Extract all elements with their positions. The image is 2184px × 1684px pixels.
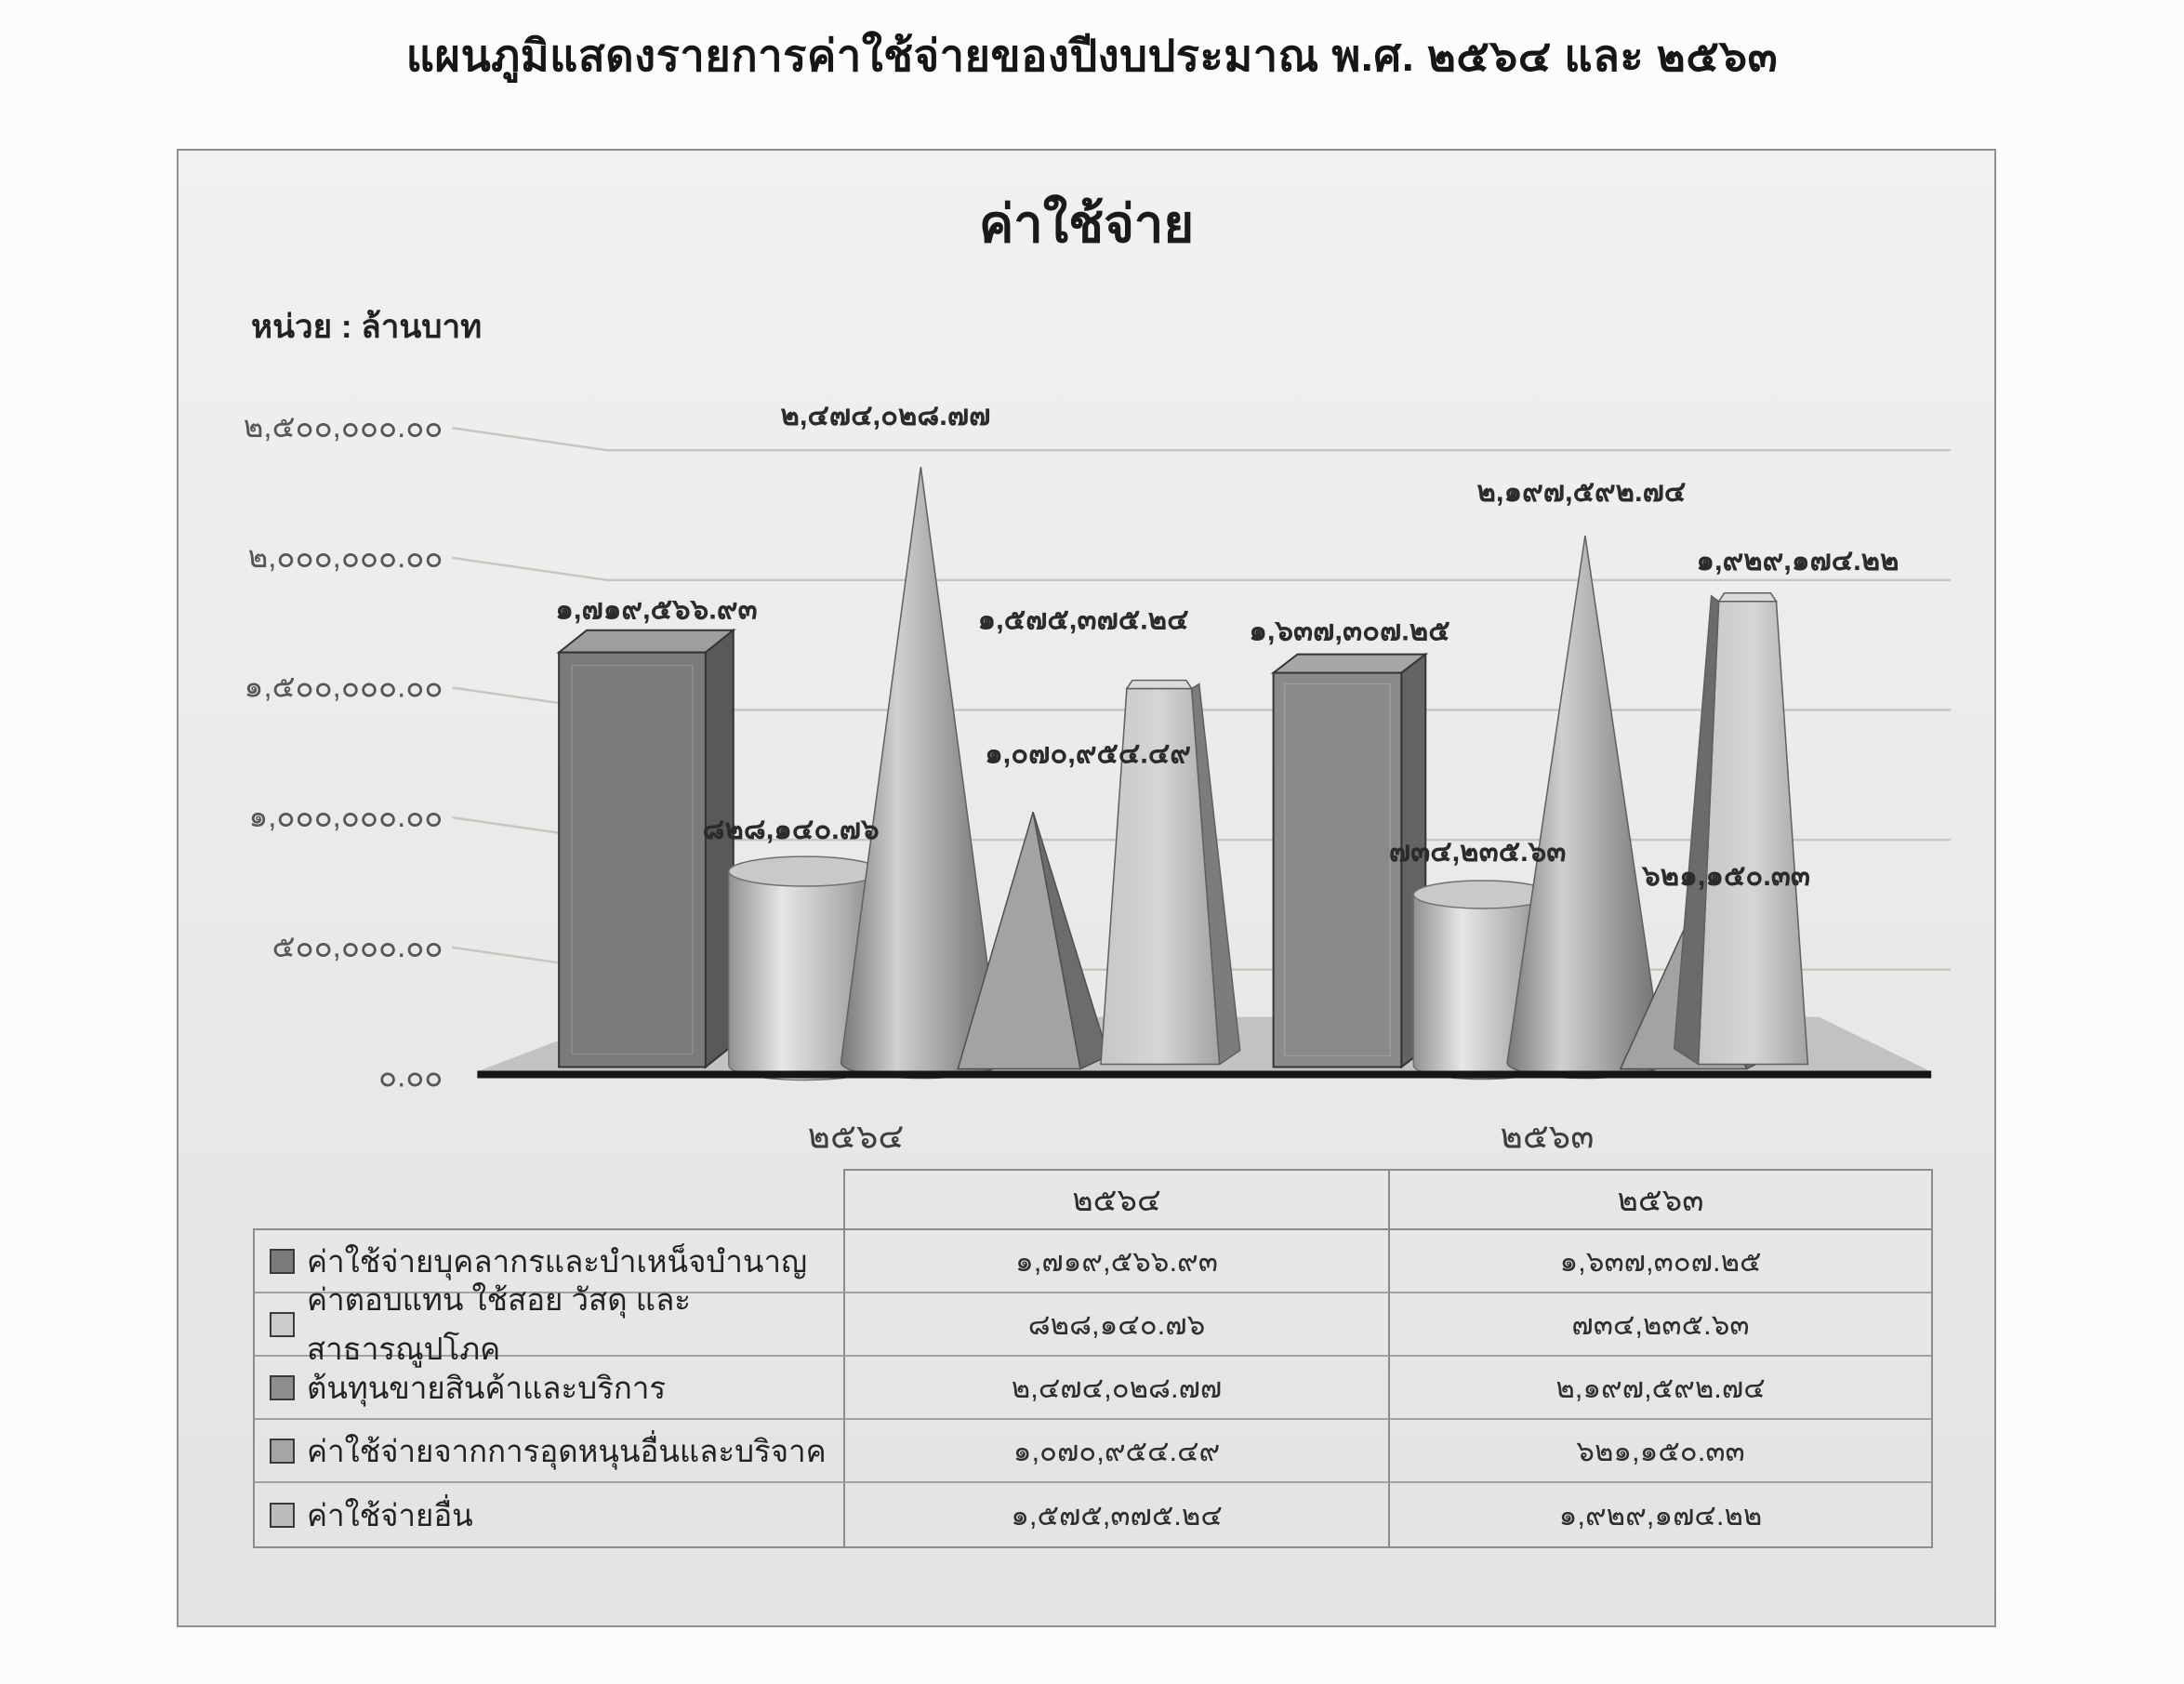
table-cell: ๑,๐๗๐,๙๕๔.๔๙ (845, 1420, 1390, 1483)
legend-label: ค่าใช้จ่ายจากการอุดหนุนอื่นและบริจาค (307, 1433, 827, 1468)
data-label: ๘๒๘,๑๔๐.๗๖ (703, 813, 880, 845)
table-cell: ๒,๑๙๗,๕๙๒.๗๔ (1390, 1357, 1931, 1420)
table-cell: ๖๒๑,๑๕๐.๓๓ (1390, 1420, 1931, 1483)
table-cell: ๘๒๘,๑๔๐.๗๖ (845, 1293, 1390, 1357)
page-title: แผนภูมิแสดงรายการค่าใช้จ่ายของปีงบประมาณ… (405, 31, 1779, 80)
table-cell: ๗๓๔,๒๓๕.๖๓ (1390, 1293, 1931, 1357)
y-tick: ๑,๕๐๐,๐๐๐.๐๐ (245, 670, 443, 704)
bar-cone-2563 (1506, 535, 1664, 1080)
legend-swatch-icon (270, 1374, 295, 1400)
y-tick: ๐.๐๐ (378, 1058, 443, 1093)
table-header-row: ๒๕๖๔ ๒๕๖๓ (843, 1169, 1933, 1228)
legend-swatch-icon (270, 1502, 295, 1528)
legend-label: ค่าตอบแทน ใช้สอย วัสดุ และสาธารณูปโภค (307, 1282, 692, 1366)
bar-cone-2564 (840, 467, 1001, 1080)
x-category-2563: ๒๕๖๓ (1501, 1117, 1595, 1155)
y-tick: ๒,๕๐๐,๐๐๐.๐๐ (244, 409, 443, 444)
table-row-legend: ค่าใช้จ่ายบุคลากรและบำเหน็จบำนาญ (255, 1230, 845, 1293)
data-label: ๑,๖๓๗,๓๐๗.๒๕ (1249, 615, 1449, 647)
bar-pyramid-2564 (957, 811, 1109, 1070)
table-row-legend: ค่าใช้จ่ายอื่น (255, 1483, 845, 1546)
chart-frame: ค่าใช้จ่าย หน่วย : ล้านบาท (177, 149, 1996, 1627)
bar-truncated-pyramid-2564 (1100, 679, 1241, 1066)
bar-box-2564 (556, 628, 736, 1069)
legend-label: ต้นทุนขายสินค้าและบริการ (307, 1370, 667, 1405)
data-label: ๗๓๔,๒๓๕.๖๓ (1389, 835, 1567, 868)
legend-swatch-icon (270, 1248, 295, 1274)
data-label: ๑,๗๑๙,๕๖๖.๙๓ (555, 593, 757, 626)
legend-label: ค่าใช้จ่ายบุคลากรและบำเหน็จบำนาญ (307, 1243, 808, 1279)
legend-swatch-icon (270, 1311, 295, 1337)
legend-swatch-icon (270, 1438, 295, 1464)
data-label: ๒,๔๗๔,๐๒๘.๗๗ (781, 399, 991, 431)
x-category-2564: ๒๕๖๔ (808, 1117, 905, 1155)
data-label: ๖๒๑,๑๕๐.๓๓ (1640, 859, 1810, 892)
y-tick: ๑,๐๐๐,๐๐๐.๐๐ (248, 799, 443, 833)
data-label: ๑,๐๗๐,๙๕๔.๔๙ (985, 736, 1191, 769)
data-label: ๑,๕๗๕,๓๗๕.๒๔ (978, 603, 1189, 636)
table-cell: ๑,๗๑๙,๕๖๖.๙๓ (845, 1230, 1390, 1293)
table-header-2563: ๒๕๖๓ (1388, 1171, 1931, 1228)
table-cell: ๑,๙๒๙,๑๗๔.๒๒ (1558, 1499, 1763, 1532)
unit-label: หน่วย : ล้านบาท (251, 309, 483, 345)
data-label: ๒,๑๙๗,๕๙๒.๗๔ (1477, 475, 1687, 508)
table-cell: ๑,๕๗๕,๓๗๕.๒๔ (845, 1483, 1390, 1546)
y-tick: ๕๐๐,๐๐๐.๐๐ (272, 929, 443, 963)
table-header-2564: ๒๕๖๔ (1072, 1183, 1161, 1218)
chart-title: ค่าใช้จ่าย (978, 194, 1195, 253)
table-cell: ๒,๔๗๔,๐๒๘.๗๗ (845, 1357, 1390, 1420)
plot-area: ๒,๕๐๐,๐๐๐.๐๐ ๒,๐๐๐,๐๐๐.๐๐ ๑,๕๐๐,๐๐๐.๐๐ ๑… (244, 399, 1952, 1155)
y-tick: ๒,๐๐๐,๐๐๐.๐๐ (248, 539, 443, 574)
data-label: ๑,๙๒๙,๑๗๔.๒๒ (1696, 544, 1899, 577)
table-row-legend: ค่าใช้จ่ายจากการอุดหนุนอื่นและบริจาค (255, 1420, 845, 1483)
data-table: ค่าใช้จ่ายบุคลากรและบำเหน็จบำนาญ ๑,๗๑๙,๕… (253, 1228, 1933, 1548)
bar-truncated-pyramid-2563 (1673, 592, 1809, 1066)
table-row-legend: ต้นทุนขายสินค้าและบริการ (255, 1357, 845, 1420)
table-cell: ๑,๖๓๗,๓๐๗.๒๕ (1390, 1230, 1931, 1293)
table-row-legend: ค่าตอบแทน ใช้สอย วัสดุ และสาธารณูปโภค (255, 1282, 845, 1366)
legend-label: ค่าใช้จ่ายอื่น (307, 1497, 473, 1532)
